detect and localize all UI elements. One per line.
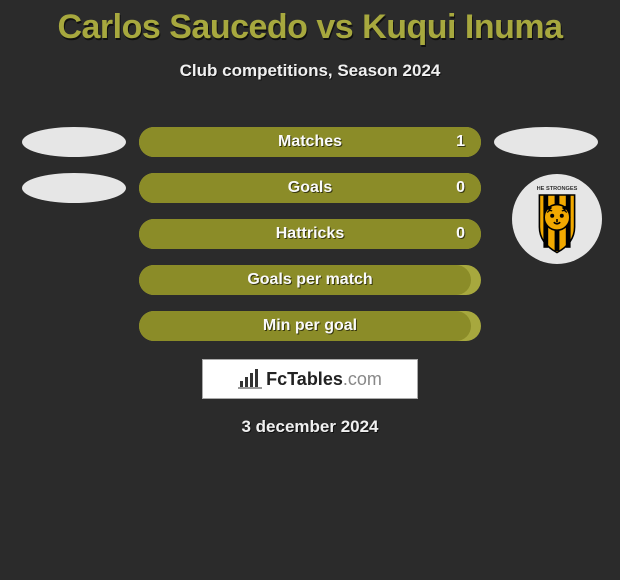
stat-row: Goals per match [0,265,620,295]
fctables-watermark: FcTables.com [202,359,418,399]
stat-bar: Matches 1 [139,127,481,157]
player-ellipse-icon [22,127,126,157]
player-ellipse-icon [494,127,598,157]
comparison-title: Carlos Saucedo vs Kuqui Inuma [0,0,620,47]
stat-label: Hattricks [139,219,481,249]
stat-bar: Goals 0 [139,173,481,203]
watermark-brand: FcTables [266,369,343,389]
stat-row: Min per goal [0,311,620,341]
right-badge-slot [491,127,601,157]
stat-row: Matches 1 [0,127,620,157]
stat-label: Goals per match [139,265,481,295]
generated-date: 3 december 2024 [0,417,620,437]
stat-bar: Goals per match [139,265,481,295]
comparison-subtitle: Club competitions, Season 2024 [0,61,620,81]
stat-label: Min per goal [139,311,481,341]
player-ellipse-icon [22,173,126,203]
left-badge-slot [19,173,129,203]
stat-value-right: 0 [456,173,465,203]
tiger-shield-icon: HE STRONGES [517,179,597,259]
stat-bar: Min per goal [139,311,481,341]
watermark-domain: .com [343,369,382,389]
watermark-text: FcTables.com [266,369,382,390]
stat-value-right: 0 [456,219,465,249]
stat-label: Goals [139,173,481,203]
stat-bar: Hattricks 0 [139,219,481,249]
bar-chart-icon [238,369,262,389]
svg-text:HE STRONGES: HE STRONGES [537,186,578,192]
stat-label: Matches [139,127,481,157]
left-badge-slot [19,127,129,157]
club-badge-the-strongest: HE STRONGES [512,174,602,264]
stat-value-right: 1 [456,127,465,157]
